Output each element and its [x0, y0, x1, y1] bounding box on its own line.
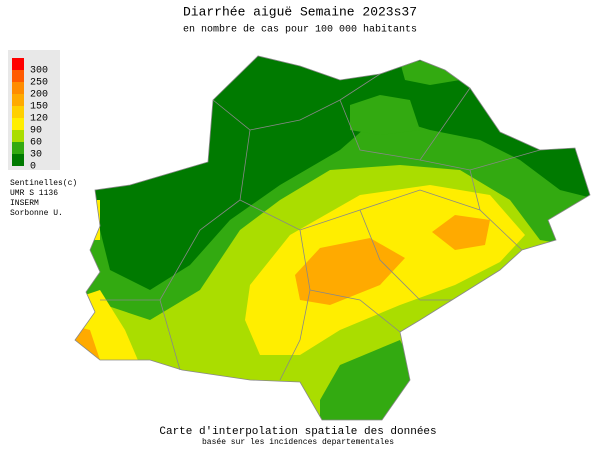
legend-swatch — [12, 130, 24, 142]
credit-line: Sentinelles(c) — [10, 179, 77, 188]
credit-line: Sorbonne U. — [10, 209, 63, 218]
legend-label: 30 — [30, 150, 42, 161]
legend-label: 90 — [30, 126, 42, 137]
legend-swatch — [12, 70, 24, 82]
legend-swatch — [12, 106, 24, 118]
legend-label: 200 — [30, 90, 48, 101]
department-borders — [74, 55, 591, 421]
legend-label: 60 — [30, 138, 42, 149]
credit-line: UMR S 1136 — [10, 189, 58, 198]
footer-note: basée sur les incidences departementales — [202, 438, 394, 447]
legend-swatch — [12, 58, 24, 70]
legend-label: 0 — [30, 162, 36, 173]
legend-label: 300 — [30, 66, 48, 77]
legend-swatch — [12, 82, 24, 94]
legend-label: 120 — [30, 114, 48, 125]
legend-swatch — [12, 154, 24, 166]
legend-label: 250 — [30, 78, 48, 89]
footer-caption: Carte d'interpolation spatiale des donné… — [159, 426, 436, 438]
title: Diarrhée aiguë Semaine 2023s37 — [183, 4, 417, 19]
credit-line: INSERM — [10, 199, 39, 208]
legend-swatch — [12, 94, 24, 106]
legend-swatch — [12, 118, 24, 130]
zone-green — [350, 95, 420, 135]
subtitle: en nombre de cas pour 100 000 habitants — [183, 24, 417, 36]
legend-label: 150 — [30, 102, 48, 113]
legend-swatch — [12, 142, 24, 154]
zone-orange — [432, 215, 490, 250]
